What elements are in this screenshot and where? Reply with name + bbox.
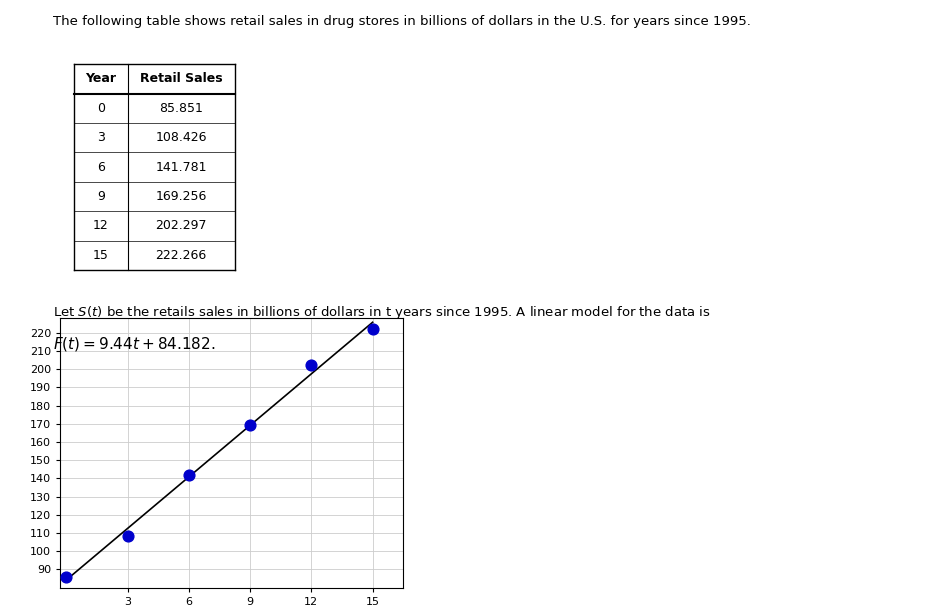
Text: Year: Year: [85, 72, 117, 86]
Text: Retail Sales: Retail Sales: [140, 72, 222, 86]
Point: [59, 572, 74, 582]
Text: 6: 6: [97, 160, 105, 174]
Text: 141.781: 141.781: [156, 160, 207, 174]
Text: 3: 3: [97, 131, 105, 144]
Text: 15: 15: [93, 248, 109, 262]
Text: Let $S(t)$ be the retails sales in billions of dollars in t years since 1995. A : Let $S(t)$ be the retails sales in billi…: [53, 304, 711, 321]
Point: [182, 470, 197, 480]
Text: 222.266: 222.266: [156, 248, 207, 262]
Text: 202.297: 202.297: [156, 219, 207, 233]
Point: [243, 420, 258, 430]
Point: [121, 531, 135, 540]
Text: 85.851: 85.851: [159, 102, 203, 115]
Point: [304, 360, 319, 370]
Text: 12: 12: [94, 219, 108, 233]
Text: The following table shows retail sales in drug stores in billions of dollars in : The following table shows retail sales i…: [53, 15, 751, 28]
Text: 9: 9: [97, 190, 105, 203]
Text: 169.256: 169.256: [156, 190, 207, 203]
Text: 108.426: 108.426: [156, 131, 207, 144]
Text: $F(t) = 9.44t + 84.182.$: $F(t) = 9.44t + 84.182.$: [53, 335, 215, 353]
Point: [365, 324, 380, 334]
Text: 0: 0: [97, 102, 105, 115]
